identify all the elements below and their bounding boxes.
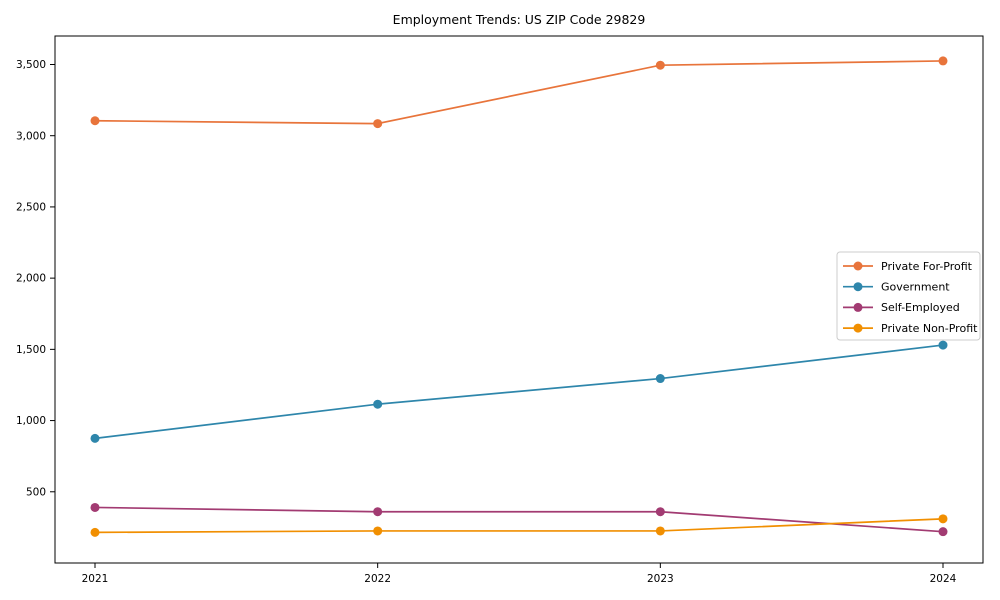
x-axis-tick-label: 2021 xyxy=(82,573,109,585)
legend-swatch-marker xyxy=(853,282,863,292)
legend-label-private-for-profit: Private For-Profit xyxy=(881,260,973,273)
series-marker-private-non-profit xyxy=(373,526,383,536)
y-axis-tick-label: 3,500 xyxy=(16,59,46,71)
legend-label-self-employed: Self-Employed xyxy=(881,301,960,314)
series-line-self-employed xyxy=(94,506,944,533)
y-axis-tick-label: 3,000 xyxy=(16,130,46,142)
legend-label-private-non-profit: Private Non-Profit xyxy=(881,322,978,335)
series-marker-private-non-profit xyxy=(90,527,100,537)
x-axis-tick-label: 2022 xyxy=(364,573,391,585)
legend-box xyxy=(836,251,981,341)
series-marker-self-employed xyxy=(655,507,665,517)
series-line-private-non-profit xyxy=(94,517,944,534)
series-line-private-for-profit xyxy=(94,60,944,125)
series-marker-government xyxy=(90,433,100,443)
series-marker-self-employed xyxy=(938,527,948,537)
series-marker-government xyxy=(373,399,383,409)
y-axis-tick-label: 2,500 xyxy=(16,202,46,214)
legend-swatch-marker xyxy=(853,302,863,312)
series-marker-private-non-profit xyxy=(655,526,665,536)
series-marker-private-for-profit xyxy=(90,116,100,126)
plot-area-border xyxy=(54,35,984,564)
y-axis-tick-label: 1,500 xyxy=(16,344,46,356)
series-marker-private-for-profit xyxy=(655,60,665,70)
series-marker-private-for-profit xyxy=(938,56,948,66)
legend-swatch-marker xyxy=(853,261,863,271)
y-axis-tick-label: 500 xyxy=(26,486,46,498)
chart-title: Employment Trends: US ZIP Code 29829 xyxy=(392,12,646,27)
x-axis-tick-label: 2023 xyxy=(647,573,674,585)
series-line-government xyxy=(94,344,944,440)
legend-swatch-marker xyxy=(853,323,863,333)
y-axis-tick-label: 1,000 xyxy=(16,415,46,427)
x-axis-tick-label: 2024 xyxy=(930,573,957,585)
y-axis-tick-label: 2,000 xyxy=(16,273,46,285)
series-marker-government xyxy=(655,374,665,384)
series-marker-private-non-profit xyxy=(938,514,948,524)
series-marker-self-employed xyxy=(373,507,383,517)
series-marker-government xyxy=(938,340,948,350)
series-marker-self-employed xyxy=(90,502,100,512)
series-marker-private-for-profit xyxy=(373,119,383,129)
legend-label-government: Government xyxy=(881,281,950,294)
